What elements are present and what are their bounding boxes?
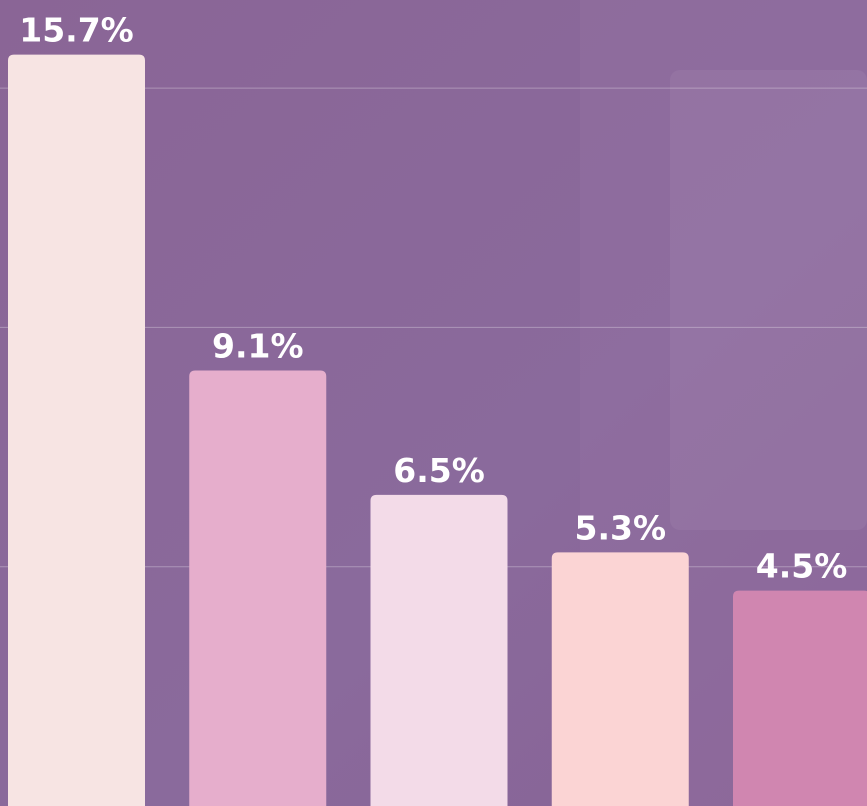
value-label: 5.3%	[574, 508, 666, 547]
value-label: 6.5%	[393, 451, 485, 490]
value-label: 4.5%	[756, 547, 848, 586]
value-label: 9.1%	[212, 326, 304, 365]
background-truck	[670, 70, 867, 530]
value-label: 15.7%	[19, 11, 134, 50]
bar	[8, 55, 145, 806]
page: 15.7%9.1%6.5%5.3%4.5% (() => { const dat…	[0, 0, 867, 806]
bar	[733, 591, 867, 806]
bar	[371, 495, 508, 806]
bar	[189, 370, 326, 806]
chart: 15.7% 9.1% 6.5% 5.3% 4.5%	[0, 0, 867, 806]
bar	[552, 552, 689, 806]
